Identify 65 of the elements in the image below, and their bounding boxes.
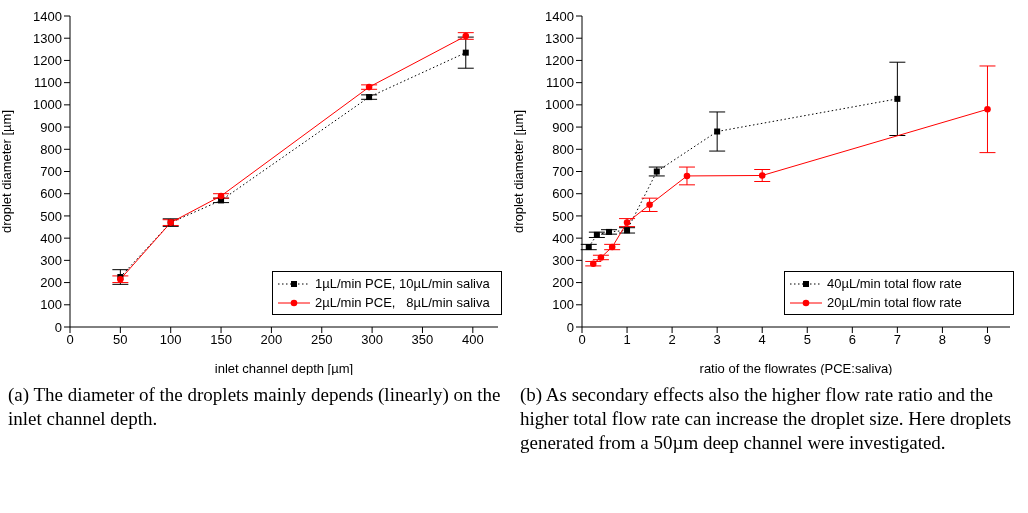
x-tick-label: 3 bbox=[713, 332, 721, 348]
x-tick-label: 7 bbox=[893, 332, 901, 348]
x-tick-label: 1 bbox=[623, 332, 631, 348]
y-tick-label: 300 bbox=[552, 252, 574, 268]
y-tick-label: 800 bbox=[552, 141, 574, 157]
x-tick-label: 0 bbox=[66, 332, 74, 348]
y-tick-label: 500 bbox=[552, 208, 574, 224]
y-tick-label: 700 bbox=[40, 164, 62, 180]
y-tick-label: 1400 bbox=[545, 8, 574, 24]
x-tick-label: 300 bbox=[361, 332, 383, 348]
y-tick-label: 600 bbox=[552, 186, 574, 202]
y-tick-label: 200 bbox=[552, 275, 574, 291]
y-tick-label: 1000 bbox=[545, 97, 574, 113]
y-tick-label: 400 bbox=[552, 230, 574, 246]
y-tick-label: 1300 bbox=[545, 30, 574, 46]
y-tick-label: 100 bbox=[40, 297, 62, 313]
y-tick-label: 300 bbox=[40, 252, 62, 268]
x-tick-label: 9 bbox=[983, 332, 992, 348]
y-tick-label: 100 bbox=[552, 297, 574, 313]
y-tick-label: 400 bbox=[40, 230, 62, 246]
point bbox=[714, 128, 721, 135]
point bbox=[462, 49, 469, 56]
y-tick-label: 900 bbox=[552, 119, 574, 135]
legend-label: 2µL/min PCE, 8µL/min saliva bbox=[315, 295, 490, 310]
point bbox=[683, 172, 691, 180]
x-tick-label: 8 bbox=[938, 332, 947, 348]
y-tick-label: 200 bbox=[40, 275, 62, 291]
legend-label: 1µL/min PCE, 10µL/min saliva bbox=[315, 276, 490, 291]
x-tick-label: 200 bbox=[260, 332, 283, 348]
point bbox=[894, 95, 901, 102]
y-axis-title: droplet diameter [µm] bbox=[510, 109, 526, 234]
y-tick-label: 500 bbox=[40, 208, 62, 224]
x-tick-label: 100 bbox=[159, 332, 182, 348]
text: (b) As secondary effects also the higher flow rate ratio and the higher total flow rate can increase the droplet size. Here droplets generated from a 50µm deep channel were investigated. bbox=[519, 383, 1013, 455]
legend-label: 20µL/min total flow rate bbox=[827, 295, 962, 310]
y-tick-label: 0 bbox=[54, 319, 62, 335]
x-tick-label: 2 bbox=[668, 332, 676, 348]
y-tick-label: 1200 bbox=[545, 53, 574, 69]
y-tick-label: 1300 bbox=[33, 30, 62, 46]
x-tick-label: 5 bbox=[803, 332, 811, 348]
y-tick-label: 0 bbox=[566, 319, 574, 335]
x-tick-label: 250 bbox=[310, 332, 333, 348]
y-tick-label: 900 bbox=[40, 119, 62, 135]
x-axis-title: inlet channel depth [µm] bbox=[214, 361, 354, 376]
y-axis-title: droplet diameter [µm] bbox=[0, 109, 14, 234]
x-tick-label: 150 bbox=[210, 332, 232, 348]
y-tick-label: 1100 bbox=[546, 75, 574, 91]
point bbox=[984, 106, 991, 113]
text: (a) The diameter of the droplets mainly depends (linearly) on the inlet channel depth. bbox=[7, 383, 502, 431]
x-axis-title: ratio of the flowrates (PCE:saliva) bbox=[699, 361, 893, 376]
x-tick-label: 350 bbox=[411, 332, 434, 348]
x-tick-label: 400 bbox=[461, 332, 484, 348]
y-tick-label: 1400 bbox=[33, 8, 62, 24]
y-tick-label: 1200 bbox=[33, 53, 62, 69]
y-tick-label: 1100 bbox=[34, 75, 62, 91]
y-tick-label: 700 bbox=[552, 164, 574, 180]
legend-label: 40µL/min total flow rate bbox=[827, 276, 962, 291]
x-tick-label: 4 bbox=[758, 332, 766, 348]
y-tick-label: 1000 bbox=[33, 97, 62, 113]
y-tick-label: 800 bbox=[40, 141, 62, 157]
x-tick-label: 6 bbox=[848, 332, 856, 348]
point bbox=[646, 201, 653, 209]
y-tick-label: 600 bbox=[40, 186, 62, 202]
x-tick-label: 50 bbox=[113, 332, 128, 348]
x-tick-label: 0 bbox=[578, 332, 586, 348]
